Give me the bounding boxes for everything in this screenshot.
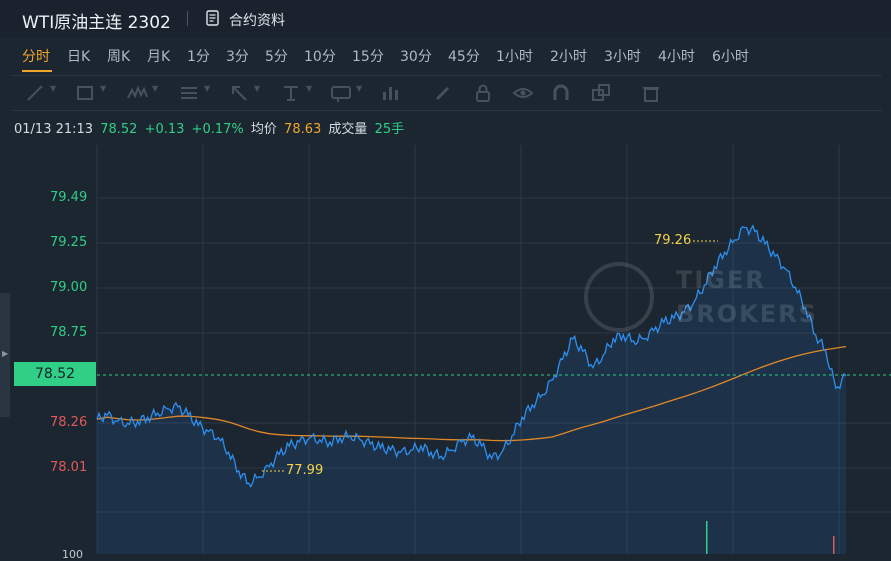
average-price-line: [96, 345, 847, 442]
tiger-logo-icon: [584, 262, 654, 332]
header-bar: WTI原油主连 2302 合约资料: [0, 0, 891, 38]
quote-change: +0.13: [144, 122, 185, 137]
watermark-text: TIGER: [676, 266, 766, 294]
watermark-logo: TIGER BROKERS: [584, 260, 824, 336]
header-divider: [187, 11, 188, 26]
chevron-down-icon[interactable]: ▼: [306, 84, 313, 93]
volume-value: 25手: [374, 122, 405, 137]
tab-1min[interactable]: 1分: [187, 49, 210, 65]
text-tool-icon[interactable]: [280, 82, 302, 104]
contract-info-link[interactable]: 合约资料: [229, 13, 285, 29]
side-panel-toggle[interactable]: ▶: [0, 293, 10, 417]
eye-icon[interactable]: [512, 82, 534, 104]
avg-price-value: 78.63: [284, 122, 322, 137]
current-price-tag: 78.52: [14, 362, 96, 386]
magnet-icon[interactable]: [550, 82, 572, 104]
tab-6hour[interactable]: 6小时: [712, 49, 749, 65]
line-tool-icon[interactable]: [24, 82, 46, 104]
pen-icon[interactable]: [432, 82, 454, 104]
volume-axis-label: 100: [62, 548, 83, 561]
rectangle-tool-icon[interactable]: [74, 82, 96, 104]
tab-3min[interactable]: 3分: [226, 49, 249, 65]
quote-summary: 01/13 21:13 78.52 +0.13 +0.17% 均价 78.63 …: [14, 118, 407, 137]
lock-icon[interactable]: [472, 82, 494, 104]
tab-intraday[interactable]: 分时: [22, 49, 50, 65]
tab-3hour[interactable]: 3小时: [604, 49, 641, 65]
tab-1hour[interactable]: 1小时: [496, 49, 533, 65]
y-axis-label: 78.01: [50, 460, 88, 475]
chevron-down-icon[interactable]: ▼: [50, 84, 57, 93]
chevron-down-icon[interactable]: ▼: [356, 84, 363, 93]
volume-bar: [833, 536, 835, 554]
tab-15min[interactable]: 15分: [352, 49, 384, 65]
low-price-annotation: 77.99: [286, 463, 324, 478]
quote-price: 78.52: [100, 122, 138, 137]
y-axis-label: 78.26: [50, 415, 88, 430]
tab-5min[interactable]: 5分: [265, 49, 288, 65]
chevron-down-icon[interactable]: ▼: [100, 84, 107, 93]
volume-label: 成交量: [328, 122, 368, 137]
high-price-annotation: 79.26: [654, 233, 692, 248]
duplicate-icon[interactable]: [590, 82, 612, 104]
chevron-down-icon[interactable]: ▼: [254, 84, 261, 93]
y-axis-label: 79.49: [50, 190, 88, 205]
chevron-down-icon[interactable]: ▼: [204, 84, 211, 93]
trash-icon[interactable]: [640, 82, 662, 104]
timeframe-tabs: 分时 日K 周K 月K 1分 3分 5分 10分 15分 30分 45分 1小时…: [0, 38, 891, 74]
volume-bar: [706, 521, 708, 554]
y-axis-label: 79.00: [50, 280, 88, 295]
chevron-right-icon: ▶: [2, 349, 9, 358]
fibonacci-tool-icon[interactable]: [178, 82, 200, 104]
price-line: [96, 224, 847, 489]
active-tab-indicator: [22, 70, 52, 72]
tab-2hour[interactable]: 2小时: [550, 49, 587, 65]
chevron-down-icon[interactable]: ▼: [152, 84, 159, 93]
drawing-toolbar: ▼ ▼ ▼ ▼ ▼ ▼ ▼: [12, 75, 882, 111]
watermark-text: BROKERS: [676, 300, 818, 328]
y-axis-label: 78.75: [50, 325, 88, 340]
document-icon[interactable]: [206, 10, 219, 26]
y-axis-label: 79.25: [50, 235, 88, 250]
bars-tool-icon[interactable]: [380, 82, 402, 104]
tab-10min[interactable]: 10分: [304, 49, 336, 65]
tab-daily[interactable]: 日K: [67, 49, 91, 65]
tab-4hour[interactable]: 4小时: [658, 49, 695, 65]
tab-weekly[interactable]: 周K: [107, 49, 131, 65]
quote-change-pct: +0.17%: [191, 122, 244, 137]
quote-time: 01/13 21:13: [14, 122, 94, 137]
wave-tool-icon[interactable]: [126, 82, 148, 104]
label-tool-icon[interactable]: [330, 82, 352, 104]
arrow-tool-icon[interactable]: [228, 82, 250, 104]
tab-45min[interactable]: 45分: [448, 49, 480, 65]
avg-price-label: 均价: [250, 122, 277, 137]
contract-title: WTI原油主连 2302: [22, 13, 171, 33]
tab-monthly[interactable]: 月K: [147, 49, 171, 65]
chart-grid: [96, 145, 891, 554]
tab-30min[interactable]: 30分: [400, 49, 432, 65]
price-chart[interactable]: [0, 140, 891, 554]
price-area-fill: [97, 225, 846, 554]
